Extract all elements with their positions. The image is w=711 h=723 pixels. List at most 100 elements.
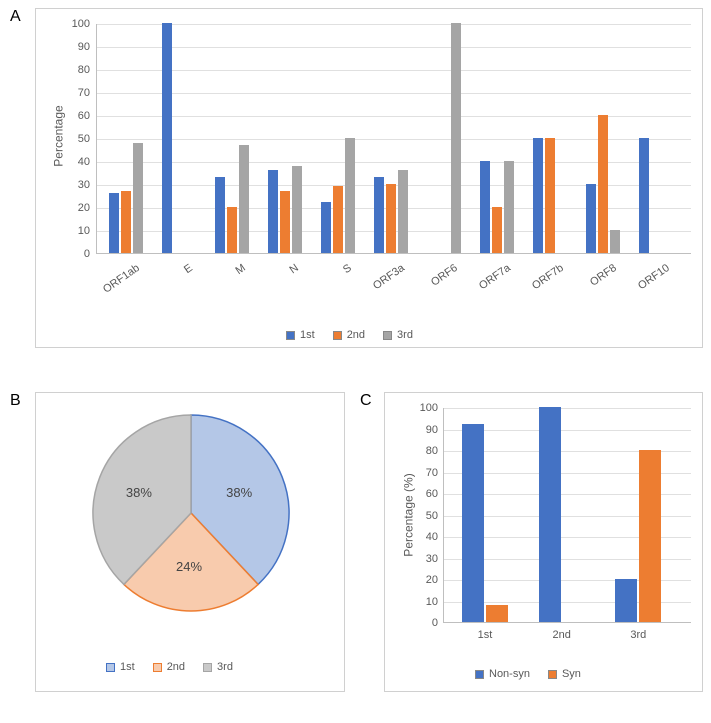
legend-item: 3rd (383, 329, 413, 341)
panel-a-legend: 1st 2nd 3rd (286, 329, 413, 341)
legend-swatch (286, 331, 295, 340)
legend-item: 2nd (153, 661, 185, 673)
xtick: ORF1ab (94, 262, 142, 301)
xtick: M (200, 262, 248, 301)
bar (539, 407, 561, 622)
bar (504, 161, 514, 253)
bar (333, 186, 343, 253)
xtick: 1st (478, 629, 493, 641)
ytick: 40 (410, 531, 438, 543)
legend-label: 3rd (397, 329, 413, 341)
ytick: 90 (410, 424, 438, 436)
bar (215, 177, 225, 253)
legend-item: 1st (106, 661, 135, 673)
ytick: 20 (60, 202, 90, 214)
gridline (444, 408, 691, 409)
legend-item: 2nd (333, 329, 365, 341)
ytick: 80 (410, 445, 438, 457)
bar (239, 145, 249, 253)
bar (462, 424, 484, 622)
bar (162, 23, 172, 253)
panel-a-plot (96, 24, 691, 254)
bar (610, 230, 620, 253)
bar (598, 115, 608, 253)
gridline (97, 24, 691, 25)
ytick: 50 (60, 133, 90, 145)
bar (492, 207, 502, 253)
ytick: 0 (410, 617, 438, 629)
pie-slice-label: 24% (176, 559, 202, 574)
bar (280, 191, 290, 253)
panel-a-label: A (10, 8, 21, 26)
xtick: ORF6 (412, 262, 460, 301)
ytick: 0 (60, 248, 90, 260)
ytick: 90 (60, 41, 90, 53)
xtick: E (147, 262, 195, 301)
bar (639, 450, 661, 622)
ytick: 40 (60, 156, 90, 168)
legend-label: Syn (562, 668, 581, 680)
xtick: ORF3a (359, 262, 407, 301)
panel-c: Percentage (%) Non-synSyn 01020304050607… (384, 392, 703, 692)
legend-label: Non-syn (489, 668, 530, 680)
ytick: 100 (60, 18, 90, 30)
bar (486, 605, 508, 622)
bar (398, 170, 408, 253)
legend-swatch (333, 331, 342, 340)
pie-chart (91, 413, 291, 613)
ytick: 80 (60, 64, 90, 76)
legend-label: 2nd (167, 661, 185, 673)
legend-item: 3rd (203, 661, 233, 673)
xtick: S (306, 262, 354, 301)
pie-slice-label: 38% (126, 485, 152, 500)
bar (374, 177, 384, 253)
bar (615, 579, 637, 622)
legend-swatch (475, 670, 484, 679)
legend-swatch (383, 331, 392, 340)
panel-c-legend: Non-syn Syn (475, 668, 581, 680)
ytick: 20 (410, 574, 438, 586)
xtick: ORF10 (624, 262, 672, 301)
ytick: 100 (410, 402, 438, 414)
bar (292, 166, 302, 253)
ytick: 10 (410, 596, 438, 608)
bar (121, 191, 131, 253)
bar (545, 138, 555, 253)
xtick: ORF8 (571, 262, 619, 301)
ytick: 10 (60, 225, 90, 237)
bar (639, 138, 649, 253)
panel-c-plot (443, 408, 691, 623)
bar (227, 207, 237, 253)
ytick: 60 (60, 110, 90, 122)
xtick: ORF7b (518, 262, 566, 301)
panel-b: 1st 2nd 3rd 38% 24% 38% (35, 392, 345, 692)
legend-item: Non-syn (475, 668, 530, 680)
legend-swatch (203, 663, 212, 672)
ytick: 50 (410, 510, 438, 522)
bar (321, 202, 331, 253)
ytick: 30 (60, 179, 90, 191)
ytick: 70 (410, 467, 438, 479)
gridline (97, 47, 691, 48)
legend-label: 3rd (217, 661, 233, 673)
bar (586, 184, 596, 253)
bar (109, 193, 119, 253)
ytick: 70 (60, 87, 90, 99)
bar (480, 161, 490, 253)
xtick: 2nd (552, 629, 570, 641)
gridline (97, 93, 691, 94)
legend-item: Syn (548, 668, 581, 680)
xtick: 3rd (630, 629, 646, 641)
bar (533, 138, 543, 253)
pie-slice-label: 38% (226, 485, 252, 500)
legend-item: 1st (286, 329, 315, 341)
legend-swatch (106, 663, 115, 672)
panel-c-label: C (360, 392, 372, 410)
xtick: N (253, 262, 301, 301)
bar (133, 143, 143, 253)
gridline (97, 70, 691, 71)
bar (268, 170, 278, 253)
panel-b-label: B (10, 392, 21, 410)
bar (386, 184, 396, 253)
panel-a: Percentage 1st2nd3rd 0102030405060708090… (35, 8, 703, 348)
